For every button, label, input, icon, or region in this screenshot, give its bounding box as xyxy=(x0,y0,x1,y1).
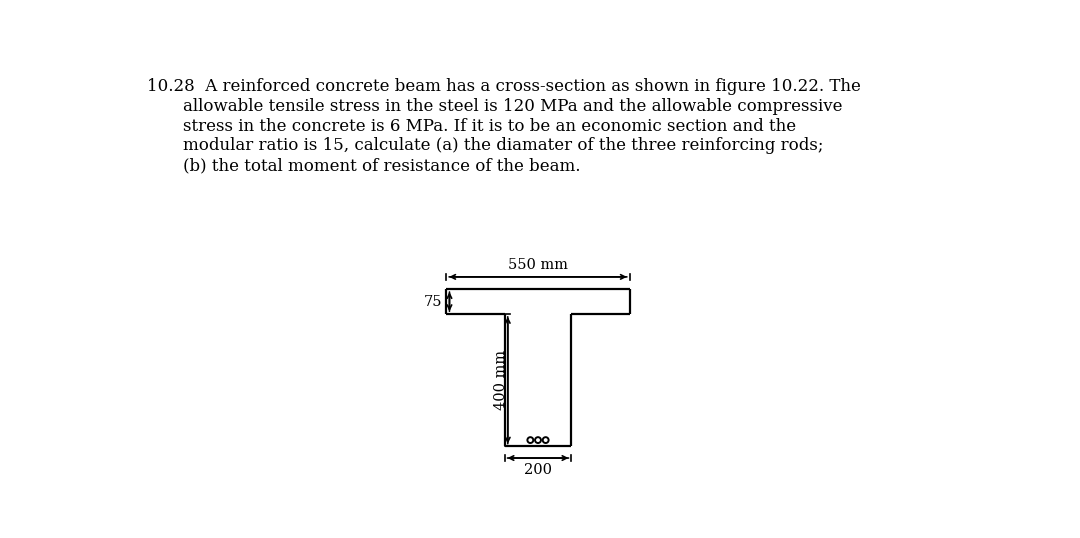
Text: 550 mm: 550 mm xyxy=(508,258,568,272)
Text: 75: 75 xyxy=(424,295,443,309)
Text: stress in the concrete is 6 MPa. If it is to be an economic section and the: stress in the concrete is 6 MPa. If it i… xyxy=(183,118,796,134)
Text: 400 mm: 400 mm xyxy=(494,350,508,410)
Text: 200: 200 xyxy=(524,463,552,477)
Text: 10.28  A reinforced concrete beam has a cross-section as shown in figure 10.22. : 10.28 A reinforced concrete beam has a c… xyxy=(147,79,861,95)
Text: modular ratio is 15, calculate (a) the diamater of the three reinforcing rods;: modular ratio is 15, calculate (a) the d… xyxy=(183,137,823,154)
Text: (b) the total moment of resistance of the beam.: (b) the total moment of resistance of th… xyxy=(183,157,581,174)
Text: allowable tensile stress in the steel is 120 MPa and the allowable compressive: allowable tensile stress in the steel is… xyxy=(183,98,842,115)
